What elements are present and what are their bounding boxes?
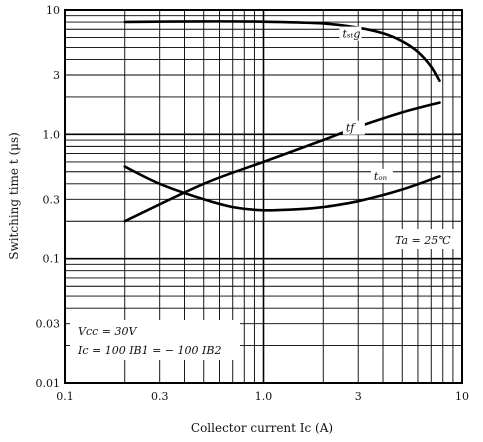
series-ton-line (123, 165, 441, 212)
y-tick-label: 3 (53, 69, 60, 82)
x-tick-label: 0.3 (151, 390, 169, 403)
x-axis-title: Collector current Ic (A) (191, 421, 333, 435)
series-ton-label: tₒₙ (374, 170, 387, 183)
x-tick-label: 1.0 (255, 390, 273, 403)
vcc-annotation: Vcc = 30V (78, 325, 137, 338)
series-layer: tₛₜg tf tₒₙ (123, 20, 441, 223)
grid-layer (65, 10, 462, 383)
series-tf-line (123, 101, 441, 223)
y-tick-label: 0.03 (36, 318, 61, 331)
series-ton-label-bg (370, 168, 393, 183)
ta-annotation-bg (392, 229, 458, 249)
x-tick-label: 0.1 (56, 390, 74, 403)
y-tick-label: 0.3 (43, 193, 61, 206)
x-tick-label: 3 (355, 390, 362, 403)
tick-layer: 0.1 0.3 1.0 3 10 10 3 1.0 0.3 0.1 0.03 0.01 (36, 4, 470, 403)
x-tick-label: 10 (455, 390, 469, 403)
series-tf-label: tf (346, 122, 356, 135)
y-tick-label: 1.0 (43, 128, 61, 141)
cond-annotation-bg (70, 320, 240, 360)
y-axis-title: Switching time t (μs) (7, 132, 21, 260)
series-tstg-label: tₛₜg (342, 28, 360, 41)
series-tstg-line (123, 20, 441, 82)
ic-annotation: Ic = 100 IB1 = − 100 IB2 (77, 344, 221, 357)
y-tick-label: 0.1 (43, 253, 61, 266)
plot-frame (64, 9, 463, 384)
series-tf-label-bg (342, 120, 365, 135)
ta-annotation: Ta = 25℃ (395, 234, 451, 247)
series-tstg-label-bg (339, 26, 362, 41)
y-tick-label: 10 (46, 4, 60, 17)
y-tick-label: 0.01 (36, 377, 61, 390)
